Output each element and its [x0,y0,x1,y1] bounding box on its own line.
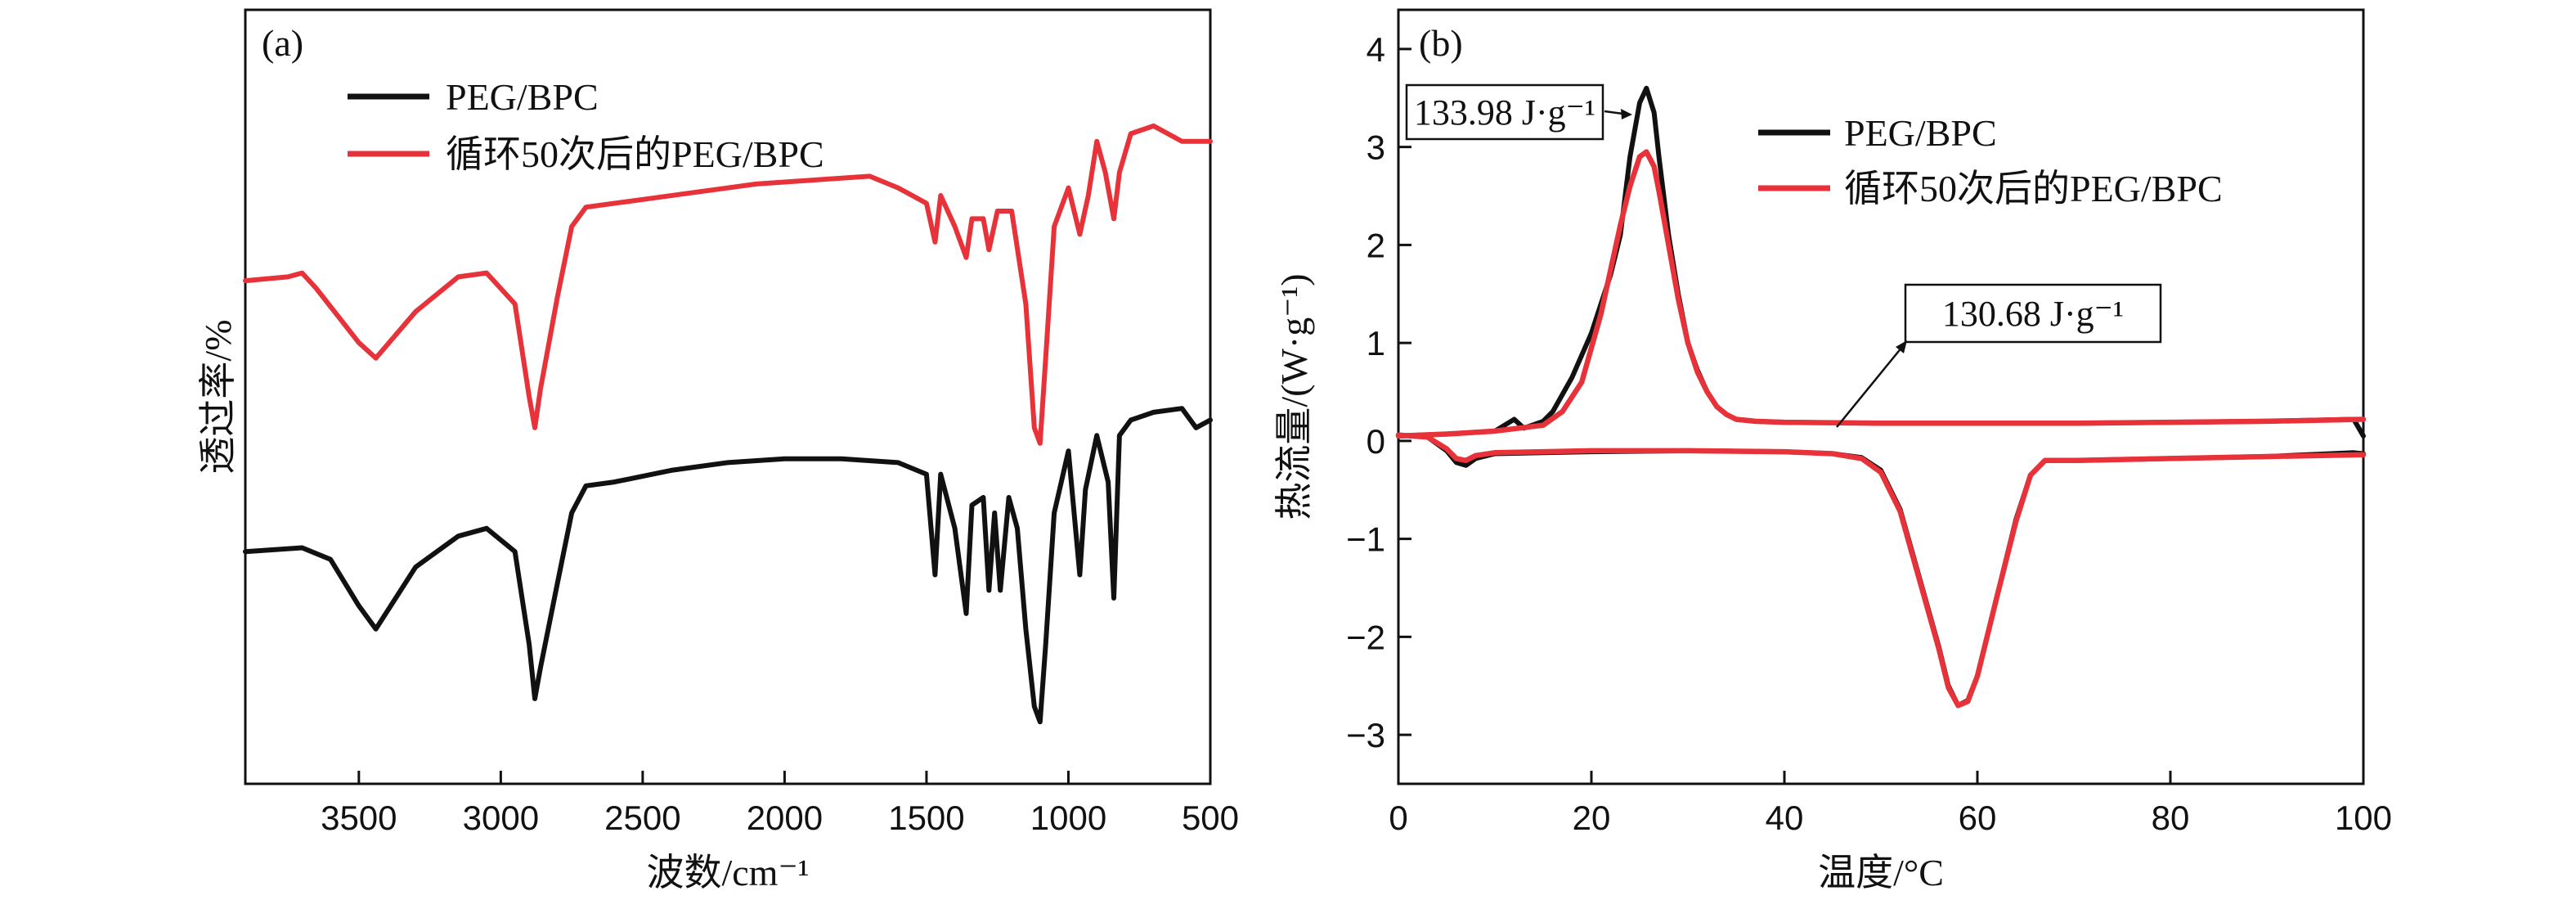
panel-b-legend-label-peg-bpc: PEG/BPC [1844,112,1997,154]
panel-b-annotation-melting: 130.68 J·g⁻¹ [1836,283,2162,428]
panel-b-y-tick-label: 2 [1367,226,1385,264]
annotation-text-crystallization: 133.98 J·g⁻¹ [1414,92,1595,133]
panel-b-x-tick-label: 40 [1766,799,1804,837]
panel-b-y-tick-label: −2 [1346,618,1385,656]
panel-b-y-tick-label: −3 [1346,716,1385,754]
panel-a-series-line-peg-bpc [243,406,1213,725]
panel-a-x-tick-label: 2500 [604,799,680,837]
annotation-box-crystallization [1405,83,1604,141]
panel-a-x-tick-label: 3000 [463,799,539,837]
panel-a-legend: PEG/BPC 循环50次后的PEG/BPC [348,76,824,175]
panel-a-x-tick-label: 500 [1182,799,1239,837]
panel-a-series-line-cycled [243,123,1213,446]
panel-a-plot-frame [244,8,1212,785]
panel-b-plot-frame [1397,8,2365,785]
panel-b-x-tick-label: 80 [2152,799,2190,837]
panel-b-x-axis-title: 温度/°C [1818,852,1944,893]
panel-a-ftir-chart: (a) 3500 3000 2500 2000 1500 1000 500 波数/cm⁻¹ … [197,8,1239,893]
panel-b-series-line-cycled-cooling [1395,149,2367,439]
panel-a-x-ticks: 3500 3000 2500 2000 1500 1000 500 [321,771,1239,837]
panel-a-legend-label-cycled: 循环50次后的PEG/BPC [446,133,824,175]
panel-a-x-tick-label: 1000 [1030,799,1106,837]
panel-a-series [243,123,1213,725]
panel-b-legend-label-cycled: 循环50次后的PEG/BPC [1844,168,2223,209]
panel-a-legend-label-peg-bpc: PEG/BPC [446,76,599,118]
panel-a-y-axis-title: 透过率/% [197,319,239,474]
panel-b-annotation-crystallization: 133.98 J·g⁻¹ [1405,83,1632,141]
annotation-text-melting: 130.68 J·g⁻¹ [1942,294,2124,334]
panel-b-axis-ticks: 0 20 40 60 80 100 4 3 2 1 0 −1 −2 −3 [1346,30,2392,837]
panel-a-x-axis-title: 波数/cm⁻¹ [646,852,809,893]
panel-b-y-tick-label: 1 [1367,324,1385,362]
panel-b-y-axis-title: 热流量/(W·g⁻¹) [1273,273,1315,520]
panel-b-y-tick-label: 3 [1367,128,1385,167]
panel-b-series-line-cycled-heating [1395,432,2367,709]
panel-a-x-tick-label: 1500 [888,799,964,837]
annotation-arrowhead-melting [1896,340,1907,353]
panel-b-series [1395,85,2367,709]
panel-b-legend: PEG/BPC 循环50次后的PEG/BPC [1758,112,2223,209]
panel-a-label: (a) [262,22,303,64]
panel-a-x-tick-label: 3500 [321,799,397,837]
panel-a-x-tick-label: 2000 [747,799,823,837]
panel-b-x-tick-label: 0 [1389,799,1407,837]
annotation-box-melting [1904,283,2162,344]
panel-b-dsc-chart: (b) 0 20 40 60 80 100 4 3 2 1 0 −1 −2 −3 温度/°C 热流量/(W… [1273,8,2392,893]
panel-b-x-tick-label: 100 [2335,799,2392,837]
annotation-arrow-melting [1836,346,1903,428]
annotation-arrowhead-crystallization [1621,109,1632,119]
panel-b-x-tick-label: 20 [1573,799,1611,837]
panel-b-y-tick-label: −1 [1346,520,1385,559]
panel-b-y-tick-label: 4 [1367,30,1385,69]
panel-b-x-tick-label: 60 [1959,799,1997,837]
panel-b-label: (b) [1419,22,1463,64]
panel-b-y-tick-label: 0 [1367,422,1385,461]
